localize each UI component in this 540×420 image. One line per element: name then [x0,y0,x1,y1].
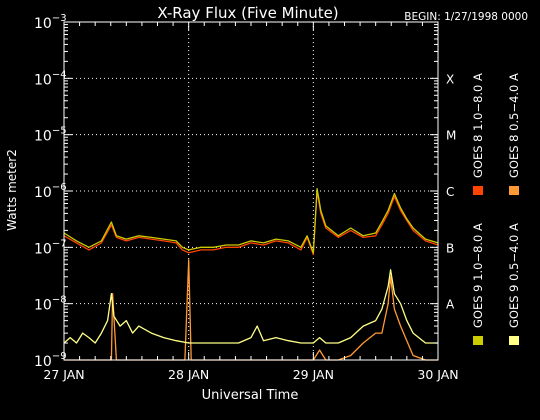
x-tick-label: 28 JAN [168,367,209,382]
legend-swatch [473,186,483,195]
flare-class-B: B [446,241,454,255]
legend-swatch [473,336,483,345]
x-tick-label: 27 JAN [43,367,84,382]
axis-ticks [63,21,439,361]
y-tick-label: 10−8 [34,295,67,314]
flare-class-labels: A B C M X [446,72,456,311]
flare-class-X: X [446,72,454,86]
grid-lines [64,22,438,360]
series-line-1 [63,190,439,256]
x-tick-labels: 27 JAN 28 JAN 29 JAN 30 JAN [43,367,458,382]
flare-class-C: C [446,185,454,199]
flare-class-A: A [446,298,455,312]
legend-swatch [509,186,519,195]
y-tick-label: 10−9 [34,351,67,370]
y-tick-label: 10−6 [34,182,67,201]
series-line-4 [63,269,438,344]
legend-swatch [509,336,519,345]
y-tick-label: 10−3 [34,13,67,32]
y-tick-label: 10−5 [34,126,67,145]
y-tick-labels: 10−9 10−8 10−7 10−6 10−5 10−4 10−3 [34,13,67,370]
x-axis-label: Universal Time [202,388,299,403]
legend-label: GOES 8 1.0−8.0 A [471,73,485,178]
x-tick-label: 30 JAN [417,367,458,382]
legend-label: GOES 9 0.5−4.0 A [507,223,521,328]
begin-date-label: BEGIN: 1/27/1998 0000 [404,11,528,23]
legend: GOES 8 1.0−8.0 A GOES 9 1.0−8.0 A GOES 8 0… [471,73,521,345]
legend-label: GOES 8 0.5−4.0 A [507,73,521,178]
y-tick-label: 10−7 [34,238,67,257]
legend-label: GOES 9 1.0−8.0 A [471,223,485,328]
chart-title: X-Ray Flux (Five Minute) [157,4,338,22]
y-tick-label: 10−4 [34,69,67,88]
flare-class-M: M [446,129,456,143]
x-tick-label: 29 JAN [293,367,334,382]
series-line-3 [63,188,439,254]
y-axis-label: Watts meter2 [5,149,19,231]
